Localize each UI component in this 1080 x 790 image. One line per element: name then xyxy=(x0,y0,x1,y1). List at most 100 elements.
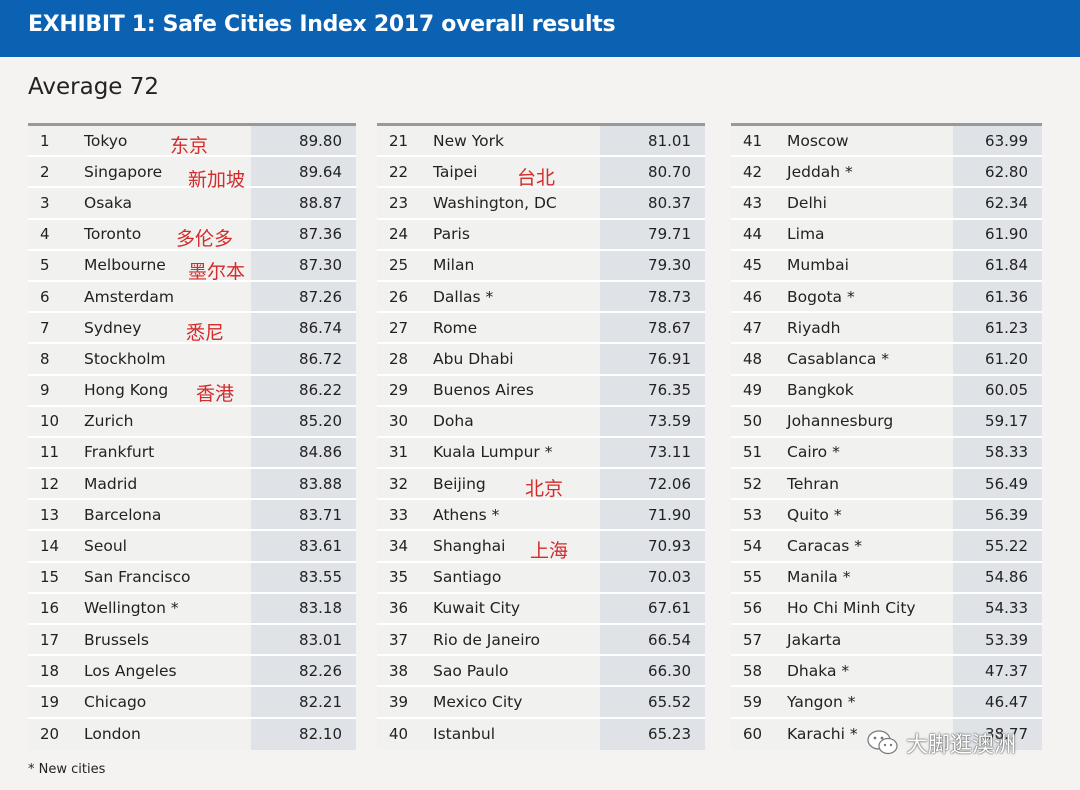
rank-cell: 30 xyxy=(377,406,433,436)
city-cell: Riyadh xyxy=(787,313,953,343)
score-cell: 89.80 xyxy=(251,126,356,156)
city-cell: Tokyo xyxy=(84,126,251,156)
city-cell: Brussels xyxy=(84,625,251,655)
table-row: 4 Toronto 87.36 多伦多 xyxy=(28,219,356,251)
city-cell: Los Angeles xyxy=(84,656,251,686)
table-row: 20 London 82.10 xyxy=(28,718,356,750)
city-cell: Doha xyxy=(433,406,600,436)
score-cell: 80.70 xyxy=(600,157,705,187)
score-cell: 73.11 xyxy=(600,437,705,468)
table-row: 23 Washington, DC 80.37 xyxy=(377,188,705,220)
table-row: 9 Hong Kong 86.22 香港 xyxy=(28,375,356,407)
city-cell: Tehran xyxy=(787,469,953,499)
city-cell: Lima xyxy=(787,219,953,249)
table-row: 45 Mumbai 61.84 xyxy=(731,250,1042,282)
rank-cell: 8 xyxy=(28,344,84,374)
city-cell: Washington, DC xyxy=(433,188,600,218)
score-cell: 87.36 xyxy=(251,219,356,249)
rank-cell: 29 xyxy=(377,375,433,405)
city-cell: Milan xyxy=(433,250,600,280)
table-row: 40 Istanbul 65.23 xyxy=(377,718,705,750)
rank-cell: 5 xyxy=(28,250,84,280)
table-row: 43 Delhi 62.34 xyxy=(731,188,1042,220)
table-row: 15 San Francisco 83.55 xyxy=(28,562,356,594)
table-row: 28 Abu Dhabi 76.91 xyxy=(377,344,705,376)
city-cell: Dallas * xyxy=(433,281,600,312)
rank-cell: 36 xyxy=(377,593,433,623)
score-cell: 58.33 xyxy=(953,437,1042,468)
rank-cell: 53 xyxy=(731,500,787,530)
table-row: 38 Sao Paulo 66.30 xyxy=(377,656,705,688)
rank-cell: 1 xyxy=(28,126,84,156)
rank-cell: 17 xyxy=(28,625,84,655)
table-row: 29 Buenos Aires 76.35 xyxy=(377,375,705,407)
city-cell: Casablanca * xyxy=(787,344,953,374)
rank-cell: 12 xyxy=(28,469,84,499)
score-cell: 83.01 xyxy=(251,625,356,655)
city-cell: Paris xyxy=(433,219,600,249)
average-label: Average 72 xyxy=(28,74,160,100)
table-row: 27 Rome 78.67 xyxy=(377,313,705,345)
rank-cell: 26 xyxy=(377,281,433,312)
city-cell: Caracas * xyxy=(787,531,953,561)
wechat-icon xyxy=(866,729,900,757)
score-cell: 61.84 xyxy=(953,250,1042,280)
score-cell: 71.90 xyxy=(600,500,705,530)
city-cell: Santiago xyxy=(433,562,600,592)
table-row: 14 Seoul 83.61 xyxy=(28,531,356,563)
rank-cell: 28 xyxy=(377,344,433,374)
city-cell: Mumbai xyxy=(787,250,953,280)
city-cell: Madrid xyxy=(84,469,251,499)
exhibit-header: EXHIBIT 1: Safe Cities Index 2017 overal… xyxy=(0,0,1080,57)
score-cell: 83.55 xyxy=(251,562,356,592)
table-row: 18 Los Angeles 82.26 xyxy=(28,656,356,688)
score-cell: 61.20 xyxy=(953,344,1042,374)
chinese-annotation: 东京 xyxy=(170,135,209,157)
table-row: 1 Tokyo 89.80 东京 xyxy=(28,126,356,158)
table-row: 41 Moscow 63.99 xyxy=(731,126,1042,158)
score-cell: 82.21 xyxy=(251,687,356,717)
score-cell: 78.67 xyxy=(600,313,705,343)
table-row: 10 Zurich 85.20 xyxy=(28,406,356,438)
city-cell: London xyxy=(84,718,251,750)
rank-cell: 13 xyxy=(28,500,84,530)
city-cell: Quito * xyxy=(787,500,953,530)
rank-cell: 27 xyxy=(377,313,433,343)
city-cell: Yangon * xyxy=(787,687,953,717)
watermark-text: 大脚逛澳洲 xyxy=(906,733,1017,758)
score-cell: 83.61 xyxy=(251,531,356,561)
city-cell: Cairo * xyxy=(787,437,953,468)
rank-cell: 4 xyxy=(28,219,84,249)
score-cell: 46.47 xyxy=(953,687,1042,717)
score-cell: 80.37 xyxy=(600,188,705,218)
city-cell: Manila * xyxy=(787,562,953,592)
score-cell: 67.61 xyxy=(600,593,705,623)
score-cell: 61.23 xyxy=(953,313,1042,343)
city-cell: Abu Dhabi xyxy=(433,344,600,374)
rank-cell: 32 xyxy=(377,469,433,499)
score-cell: 38.77 xyxy=(953,718,1042,750)
chinese-annotation: 多伦多 xyxy=(176,227,234,250)
city-cell: Chicago xyxy=(84,687,251,717)
score-cell: 66.54 xyxy=(600,625,705,655)
rank-cell: 38 xyxy=(377,656,433,686)
table-row: 6 Amsterdam 87.26 xyxy=(28,281,356,314)
score-cell: 66.30 xyxy=(600,656,705,686)
score-cell: 86.22 xyxy=(251,375,356,405)
score-cell: 82.10 xyxy=(251,718,356,750)
rank-cell: 18 xyxy=(28,656,84,686)
chinese-annotation: 上海 xyxy=(530,540,569,563)
table-row: 19 Chicago 82.21 xyxy=(28,687,356,719)
table-row: 34 Shanghai 70.93 上海 xyxy=(377,531,705,563)
city-cell: Toronto xyxy=(84,219,251,249)
ranking-column-1: 1 Tokyo 89.80 东京 2 Singapore 89.64 新加坡 3 Osaka 88.… xyxy=(28,123,356,750)
score-cell: 86.72 xyxy=(251,344,356,374)
score-cell: 86.74 xyxy=(251,313,356,343)
score-cell: 56.49 xyxy=(953,469,1042,499)
score-cell: 59.17 xyxy=(953,406,1042,436)
table-row: 11 Frankfurt 84.86 xyxy=(28,437,356,470)
table-row: 16 Wellington * 83.18 xyxy=(28,593,356,625)
rank-cell: 34 xyxy=(377,531,433,561)
score-cell: 81.01 xyxy=(600,126,705,156)
rank-cell: 44 xyxy=(731,219,787,249)
